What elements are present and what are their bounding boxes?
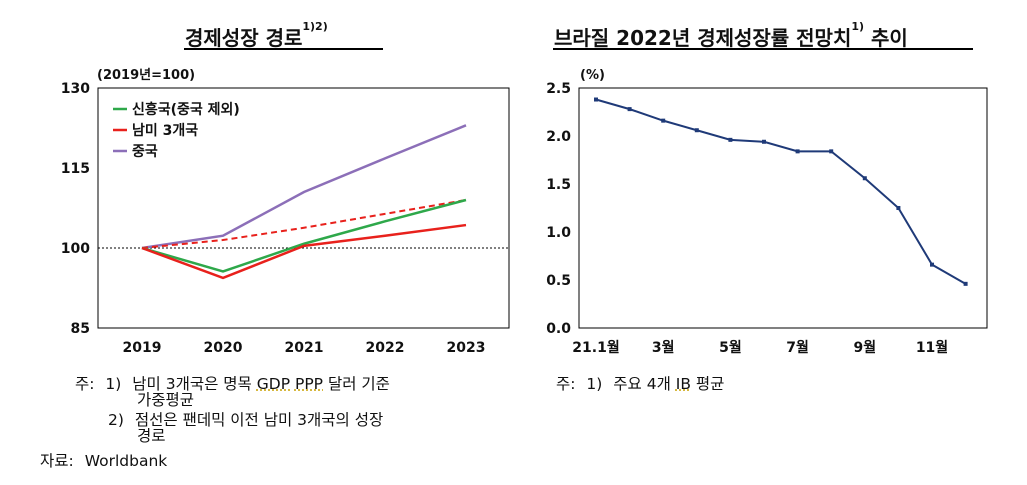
data-point-marker bbox=[594, 97, 598, 102]
data-point-marker bbox=[661, 118, 666, 123]
data-point-marker bbox=[896, 206, 901, 210]
right-y-tick-label: 1.0 bbox=[546, 225, 571, 241]
left-y-tick-label: 85 bbox=[71, 321, 90, 337]
left-x-tick-label: 2023 bbox=[447, 340, 486, 356]
left-chart-title: 경제성장 경로1)2) bbox=[185, 20, 328, 51]
left-x-tick-label: 2021 bbox=[285, 340, 324, 356]
right-title-text: 브라질 2022년 경제성장률 전망치 bbox=[554, 26, 852, 50]
left-note-1-gdp: GDP bbox=[256, 375, 291, 393]
left-note-prefix: 주: bbox=[75, 375, 95, 393]
left-source: 자료: Worldbank bbox=[40, 452, 167, 470]
left-note-2-num: 2) bbox=[108, 411, 124, 429]
left-note-1: 주: 1) 남미 3개국은 명목 GDP PPP 달러 기준 bbox=[75, 375, 390, 393]
left-title-text: 경제성장 경로 bbox=[185, 26, 303, 50]
right-y-tick-label: 0.0 bbox=[546, 321, 571, 337]
data-point-marker bbox=[795, 149, 800, 154]
right-y-tick-label: 1.5 bbox=[546, 177, 571, 193]
left-note-2: 2) 점선은 팬데믹 이전 남미 3개국의 성장 bbox=[108, 411, 383, 429]
data-point-marker bbox=[762, 139, 766, 144]
left-x-tick-label: 2022 bbox=[366, 340, 405, 356]
left-plot-frame bbox=[97, 87, 510, 329]
left-note-1-text-a: 남미 3개국은 명목 bbox=[132, 375, 257, 393]
left-y-tick-label: 130 bbox=[61, 81, 90, 97]
right-note-1-text-b: 평균 bbox=[691, 375, 725, 393]
source-value: Worldbank bbox=[84, 452, 168, 470]
data-point-marker bbox=[728, 137, 733, 142]
right-x-tick-label: 9월 bbox=[853, 339, 876, 356]
right-title-underline bbox=[553, 48, 973, 50]
right-note-prefix: 주: bbox=[556, 375, 576, 393]
source-label: 자료: bbox=[40, 452, 74, 470]
right-chart-title: 브라질 2022년 경제성장률 전망치1) 추이 bbox=[554, 20, 908, 51]
series-line-emerging bbox=[141, 198, 467, 273]
data-point-marker bbox=[930, 262, 934, 267]
left-note-2-line2: 경로 bbox=[137, 427, 166, 445]
right-chart: (%) 0.0 0.5 1.0 1.5 2.0 2.5 21.1월 3월 5월 7월 9월 11월 bbox=[546, 68, 988, 356]
right-y-tick-label: 2.0 bbox=[546, 129, 571, 145]
right-y-tick-label: 0.5 bbox=[546, 273, 571, 289]
right-note-1: 주: 1) 주요 4개 IB 평균 bbox=[556, 375, 724, 393]
right-note-1-text-a: 주요 4개 bbox=[613, 375, 676, 393]
right-title-footnote: 1) bbox=[851, 20, 865, 33]
left-y-tick-label: 100 bbox=[61, 241, 90, 257]
right-note-1-num: 1) bbox=[586, 375, 603, 393]
left-y-tick-label: 115 bbox=[61, 161, 90, 177]
left-x-tick-label: 2019 bbox=[123, 340, 162, 356]
series-line-latam bbox=[141, 223, 467, 280]
data-point-marker bbox=[963, 281, 968, 286]
legend-emerging-label: 신흥국(중국 제외) bbox=[132, 101, 240, 118]
left-note-1-num: 1) bbox=[105, 375, 122, 393]
right-x-tick-label: 3월 bbox=[652, 339, 675, 356]
data-point-marker bbox=[862, 176, 867, 181]
right-x-tick-label: 7월 bbox=[786, 339, 809, 356]
right-x-tick-label: 21.1월 bbox=[572, 339, 619, 356]
right-x-tick-label: 5월 bbox=[719, 339, 742, 356]
left-title-footnote: 1)2) bbox=[302, 20, 328, 33]
data-point-marker bbox=[694, 128, 699, 133]
right-y-tick-label: 2.5 bbox=[546, 81, 571, 97]
left-unit-label: (2019년=100) bbox=[97, 68, 195, 83]
left-note-1-ppp: PPP bbox=[294, 375, 324, 393]
left-note-1-text-b: 달러 기준 bbox=[323, 375, 390, 393]
legend-china-label: 중국 bbox=[132, 144, 158, 160]
right-title-tail: 추이 bbox=[864, 26, 908, 50]
left-x-tick-label: 2020 bbox=[204, 340, 243, 356]
data-point-marker bbox=[627, 107, 632, 112]
series-line-latam-precovid bbox=[141, 199, 467, 249]
right-note-1-ib: IB bbox=[675, 375, 691, 393]
data-point-marker bbox=[829, 149, 834, 154]
series-line-china bbox=[141, 124, 467, 250]
legend-latam-label: 남미 3개국 bbox=[132, 122, 198, 139]
right-plot-frame bbox=[578, 87, 988, 329]
left-note-2-text: 점선은 팬데믹 이전 남미 3개국의 성장 bbox=[134, 411, 384, 429]
right-unit-label: (%) bbox=[580, 68, 605, 83]
right-x-tick-label: 11월 bbox=[916, 339, 948, 356]
left-note-1-line2: 가중평균 bbox=[137, 391, 195, 409]
left-chart: (2019년=100) 85 100 115 130 2019 2020 2021 2022… bbox=[61, 68, 510, 356]
left-title-underline bbox=[184, 48, 383, 50]
series-line-brazil-forecast bbox=[595, 98, 967, 285]
